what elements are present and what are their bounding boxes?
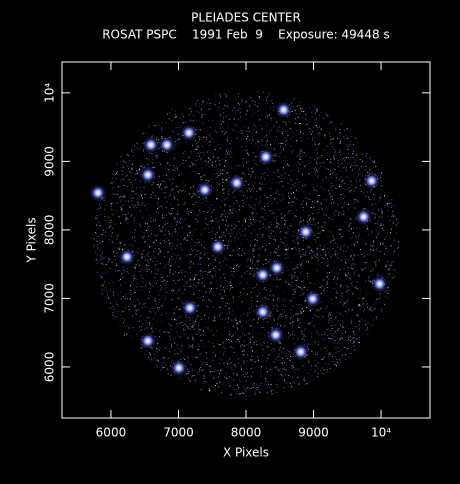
source <box>181 125 197 141</box>
source <box>356 209 372 225</box>
chart-subtitle: ROSAT PSPC 1991 Feb 9 Exposure: 49448 s <box>102 28 390 42</box>
source <box>298 224 314 240</box>
photon-noise <box>93 90 400 397</box>
source <box>140 167 156 183</box>
source <box>159 137 175 153</box>
source <box>268 327 284 343</box>
source <box>372 276 388 292</box>
sources <box>90 102 388 376</box>
y-tick-label: 6000 <box>43 352 57 383</box>
source <box>258 149 274 165</box>
source <box>90 185 106 201</box>
source <box>143 137 159 153</box>
x-tick-label: 6000 <box>96 426 127 440</box>
y-axis-label: Y Pixels <box>25 217 39 263</box>
chart-title: PLEIADES CENTER <box>191 11 301 25</box>
source <box>210 239 226 255</box>
source <box>229 175 245 191</box>
source <box>305 291 321 307</box>
x-tick-label: 7000 <box>163 426 194 440</box>
source <box>364 173 380 189</box>
source <box>171 360 187 376</box>
source <box>197 182 213 198</box>
source <box>293 344 309 360</box>
x-tick-label: 9000 <box>298 426 329 440</box>
source <box>182 300 198 316</box>
x-axis-label: X Pixels <box>223 446 269 460</box>
x-tick-label: 8000 <box>231 426 262 440</box>
y-tick-label: 7000 <box>43 283 57 314</box>
source <box>140 333 156 349</box>
y-tick-label: 9000 <box>43 146 57 177</box>
y-tick-label: 8000 <box>43 215 57 246</box>
source <box>269 260 285 276</box>
x-tick-label: 10⁴ <box>371 426 391 440</box>
source <box>255 304 271 320</box>
source <box>119 249 135 265</box>
source <box>255 267 271 283</box>
source <box>276 102 292 118</box>
y-tick-label: 10⁴ <box>43 83 57 103</box>
